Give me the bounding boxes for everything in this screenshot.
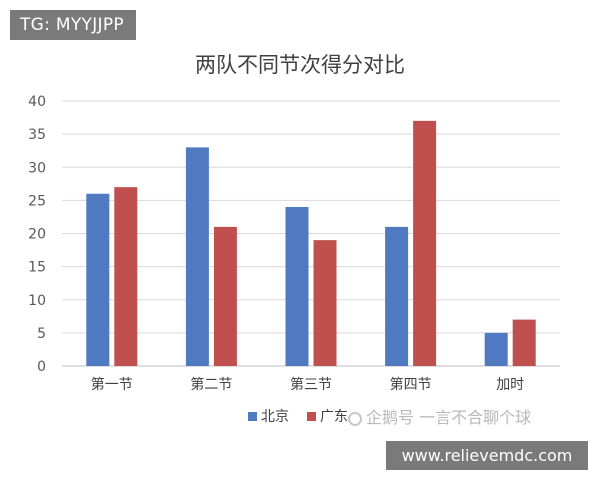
legend: 北京 广东 — [248, 409, 348, 425]
top-watermark-tag: TG: MYYJJPP — [10, 10, 136, 40]
y-tick-label: 5 — [37, 326, 46, 342]
chart-title: 两队不同节次得分对比 — [195, 53, 405, 77]
bar-guangdong — [413, 120, 437, 366]
y-tick-label: 15 — [28, 260, 46, 276]
x-tick-label: 第四节 — [390, 376, 432, 393]
bar-beijing — [86, 193, 110, 366]
bar-beijing — [285, 207, 309, 366]
bar-beijing — [185, 147, 209, 366]
legend-label: 北京 — [261, 409, 289, 425]
watermark-text: 企鹅号 一言不合聊个球 — [348, 408, 531, 428]
y-tick-label: 20 — [28, 227, 46, 243]
penguin-icon — [348, 412, 362, 426]
bar-beijing — [385, 226, 409, 366]
x-tick-label: 第三节 — [290, 376, 332, 393]
legend-label: 广东 — [320, 409, 348, 425]
bar-guangdong — [512, 319, 536, 366]
y-tick-label: 25 — [28, 193, 46, 209]
x-axis: 第一节 第二节 第三节 第四节 加时 — [91, 376, 524, 393]
x-tick-label: 第二节 — [190, 376, 232, 393]
legend-swatch — [248, 412, 257, 421]
bar-guangdong — [213, 226, 237, 366]
watermark-label: 企鹅号 一言不合聊个球 — [366, 408, 532, 427]
y-tick-label: 0 — [37, 359, 46, 375]
bars — [86, 120, 536, 366]
x-tick-label: 第一节 — [91, 376, 133, 393]
url-watermark-tag: www.relievemdc.com — [386, 441, 588, 470]
y-tick-label: 10 — [28, 293, 46, 309]
y-tick-label: 35 — [28, 127, 46, 143]
y-tick-label: 30 — [28, 160, 46, 176]
y-axis: 0 5 10 15 20 25 30 35 40 — [28, 94, 46, 375]
bar-beijing — [484, 332, 508, 366]
bar-guangdong — [313, 240, 337, 366]
bar-guangdong — [114, 187, 138, 366]
gridlines — [62, 100, 560, 367]
legend-swatch — [307, 412, 316, 421]
y-tick-label: 40 — [28, 94, 46, 110]
x-tick-label: 加时 — [496, 377, 524, 393]
